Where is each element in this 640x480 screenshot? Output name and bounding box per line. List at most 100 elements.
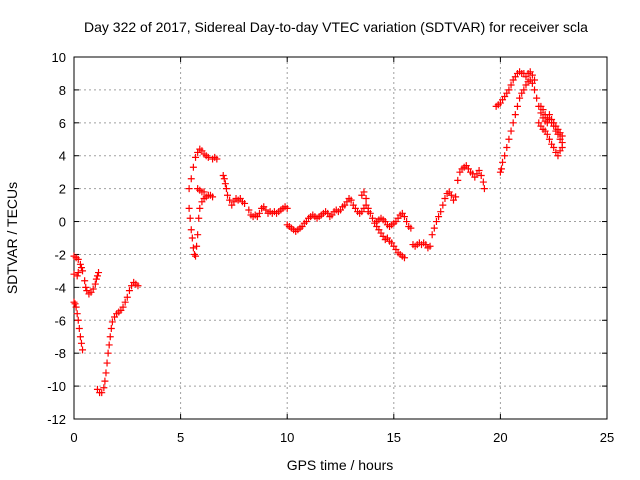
data-point bbox=[185, 185, 193, 193]
data-point bbox=[82, 283, 90, 291]
data-point bbox=[89, 285, 97, 293]
y-tick-label: 0 bbox=[59, 215, 66, 230]
data-point bbox=[347, 196, 355, 204]
x-tick-label: 5 bbox=[177, 430, 184, 445]
data-point bbox=[74, 269, 82, 277]
data-point bbox=[558, 144, 566, 151]
data-point bbox=[188, 234, 196, 242]
data-point bbox=[558, 132, 566, 140]
data-point bbox=[93, 272, 101, 280]
data-point bbox=[104, 349, 112, 357]
data-point bbox=[106, 333, 114, 341]
data-point bbox=[479, 178, 487, 186]
data-point bbox=[76, 333, 84, 341]
data-point bbox=[511, 111, 519, 119]
data-point bbox=[70, 270, 78, 278]
x-tick-label: 20 bbox=[493, 430, 507, 445]
data-point bbox=[475, 167, 483, 175]
data-point bbox=[71, 300, 79, 308]
data-point bbox=[480, 185, 488, 193]
data-point bbox=[432, 218, 440, 226]
data-point bbox=[501, 152, 509, 160]
data-point bbox=[219, 171, 227, 179]
data-point bbox=[505, 135, 513, 143]
plot-frame bbox=[73, 56, 608, 420]
data-point bbox=[102, 369, 110, 377]
data-point bbox=[241, 199, 249, 207]
x-tick-label: 15 bbox=[387, 430, 401, 445]
data-point bbox=[426, 242, 434, 250]
y-tick-label: -6 bbox=[54, 313, 66, 328]
data-point bbox=[513, 102, 521, 110]
data-point bbox=[100, 384, 108, 392]
data-point bbox=[539, 106, 547, 114]
y-tick-label: -10 bbox=[47, 379, 66, 394]
data-point bbox=[497, 165, 505, 173]
data-point bbox=[400, 213, 408, 221]
data-point bbox=[123, 293, 131, 301]
data-point bbox=[435, 213, 443, 221]
data-point bbox=[454, 176, 462, 184]
y-tick-label: -12 bbox=[47, 412, 66, 427]
y-axis-ticks: -12 -10 -8 -6 -4 -2 0 2 4 6 8 10 bbox=[47, 50, 607, 427]
data-point bbox=[72, 303, 80, 311]
data-point bbox=[496, 168, 504, 176]
y-tick-label: 8 bbox=[59, 83, 66, 98]
data-point bbox=[95, 269, 103, 277]
data-point bbox=[73, 310, 81, 318]
data-point bbox=[204, 153, 212, 161]
data-point bbox=[226, 196, 234, 204]
data-point bbox=[103, 359, 111, 367]
data-point bbox=[108, 318, 116, 326]
data-point bbox=[125, 287, 133, 295]
data-point bbox=[76, 260, 84, 268]
data-point bbox=[528, 79, 536, 87]
data-point bbox=[531, 86, 539, 94]
data-point bbox=[81, 277, 89, 285]
y-tick-label: -4 bbox=[54, 280, 66, 295]
data-point bbox=[79, 346, 87, 354]
data-point bbox=[187, 175, 195, 183]
data-point bbox=[121, 298, 129, 306]
data-point bbox=[403, 218, 411, 226]
data-point bbox=[503, 144, 511, 151]
x-axis-ticks: 0 5 10 15 20 25 bbox=[70, 57, 614, 445]
data-point bbox=[255, 209, 263, 217]
data-point bbox=[430, 224, 438, 232]
data-point bbox=[192, 252, 200, 260]
data-point bbox=[98, 389, 106, 397]
chart-title: Day 322 of 2017, Sidereal Day-to-day VTE… bbox=[84, 19, 588, 35]
data-point bbox=[77, 339, 85, 347]
data-point bbox=[189, 244, 197, 252]
data-point bbox=[196, 204, 204, 212]
y-tick-label: 4 bbox=[59, 149, 66, 164]
data-point bbox=[545, 135, 553, 143]
data-point bbox=[477, 171, 485, 179]
data-point bbox=[545, 111, 553, 119]
data-point bbox=[428, 231, 436, 239]
data-point bbox=[507, 127, 515, 135]
data-point bbox=[189, 163, 197, 171]
data-point bbox=[192, 153, 200, 161]
data-point bbox=[70, 298, 78, 306]
data-point bbox=[74, 316, 82, 324]
y-tick-label: -2 bbox=[54, 247, 66, 262]
data-point bbox=[77, 264, 85, 272]
data-point bbox=[360, 188, 368, 196]
data-point bbox=[194, 231, 202, 239]
data-point bbox=[73, 272, 81, 280]
data-point bbox=[107, 325, 115, 332]
y-tick-label: -8 bbox=[54, 346, 66, 361]
data-point bbox=[528, 71, 536, 79]
data-point bbox=[533, 94, 541, 102]
data-point bbox=[186, 214, 194, 222]
data-point bbox=[101, 377, 109, 385]
data-marks bbox=[70, 68, 566, 397]
data-point bbox=[447, 191, 455, 199]
data-point bbox=[554, 152, 562, 160]
data-point bbox=[520, 86, 528, 94]
data-point bbox=[200, 188, 208, 196]
data-point bbox=[441, 195, 449, 203]
data-point bbox=[213, 155, 221, 163]
data-point bbox=[91, 280, 99, 288]
